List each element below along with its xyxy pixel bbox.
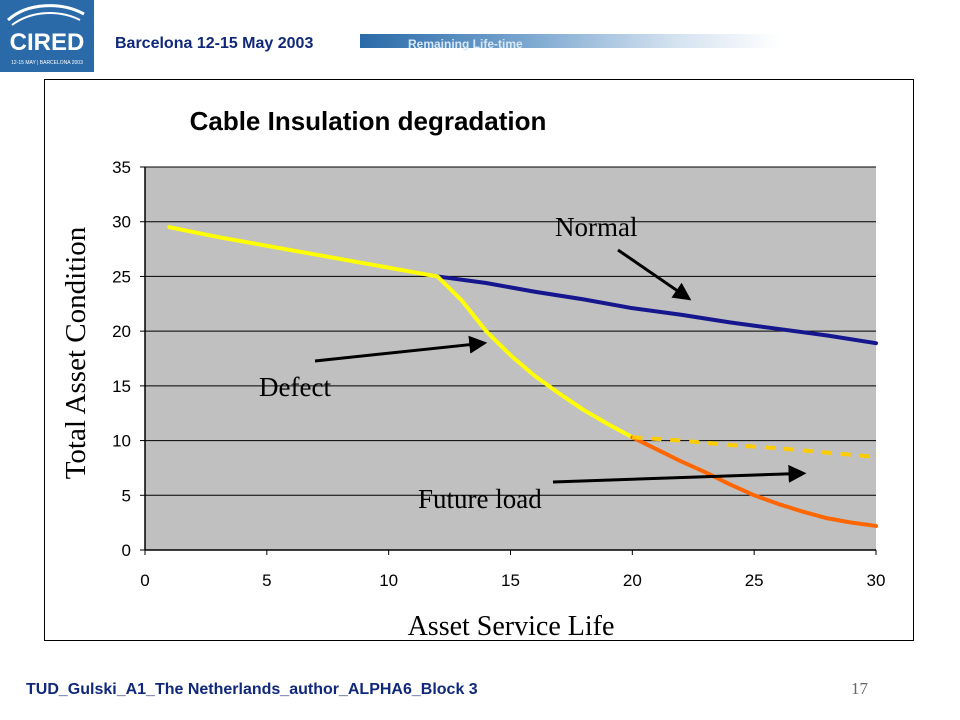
logo-subtext: 12-15 MAY | BARCELONA 2003 bbox=[11, 60, 83, 66]
cired-logo: CIRED 12-15 MAY | BARCELONA 2003 bbox=[0, 0, 94, 72]
y-tick-label: 30 bbox=[112, 213, 131, 232]
y-tick-label: 35 bbox=[112, 158, 131, 177]
xlabel-backdrop bbox=[375, 607, 671, 640]
plot-area bbox=[145, 167, 876, 550]
annotation-normal: Normal bbox=[555, 212, 637, 242]
x-tick-label: 10 bbox=[379, 571, 398, 590]
x-tick-label: 25 bbox=[745, 571, 764, 590]
chart-frame: 0 5 10 15 20 25 30 35 0 5 10 15 20 25 30 Normal Defect F… bbox=[44, 79, 914, 641]
y-tick-label: 5 bbox=[122, 486, 131, 505]
annotation-arrow bbox=[552, 464, 807, 484]
logo-text: CIRED bbox=[10, 29, 85, 56]
footer-reference: TUD_Gulski_A1_The Netherlands_author_ALP… bbox=[26, 681, 478, 698]
chart-title: Cable Insulation degradation bbox=[190, 106, 547, 136]
x-tick-label: 5 bbox=[262, 571, 271, 590]
y-tick-label: 10 bbox=[112, 432, 131, 451]
y-tick-label: 25 bbox=[112, 267, 131, 286]
annotation-defect: Defect bbox=[259, 372, 331, 402]
y-tick-label: 0 bbox=[122, 541, 131, 560]
x-axis-label: Asset Service Life bbox=[408, 611, 615, 640]
page-number: 17 bbox=[851, 679, 868, 698]
x-tick-label: 20 bbox=[623, 571, 642, 590]
series-defect-line bbox=[167, 225, 635, 440]
x-tick-label: 0 bbox=[140, 571, 149, 590]
annotation-future-load: Future load bbox=[418, 484, 542, 514]
x-tick-label: 15 bbox=[501, 571, 520, 590]
y-tick-label: 15 bbox=[112, 377, 131, 396]
series-future-load-line bbox=[630, 435, 878, 528]
y-tick-label: 20 bbox=[112, 322, 131, 341]
header-gradient-bar bbox=[360, 34, 780, 48]
topic-title: Remaining Life-time bbox=[408, 37, 523, 51]
series-normal-line bbox=[435, 274, 878, 346]
x-tick-label: 30 bbox=[867, 571, 886, 590]
y-axis-label: Total Asset Condition bbox=[60, 226, 92, 479]
series-extrapolation-line bbox=[632, 435, 877, 459]
annotation-arrow bbox=[314, 335, 488, 363]
chart: 0 5 10 15 20 25 30 35 0 5 10 15 20 25 30 Normal Defect F… bbox=[60, 106, 886, 640]
event-title: Barcelona 12-15 May 2003 bbox=[115, 35, 314, 52]
annotation-arrow bbox=[617, 248, 692, 301]
